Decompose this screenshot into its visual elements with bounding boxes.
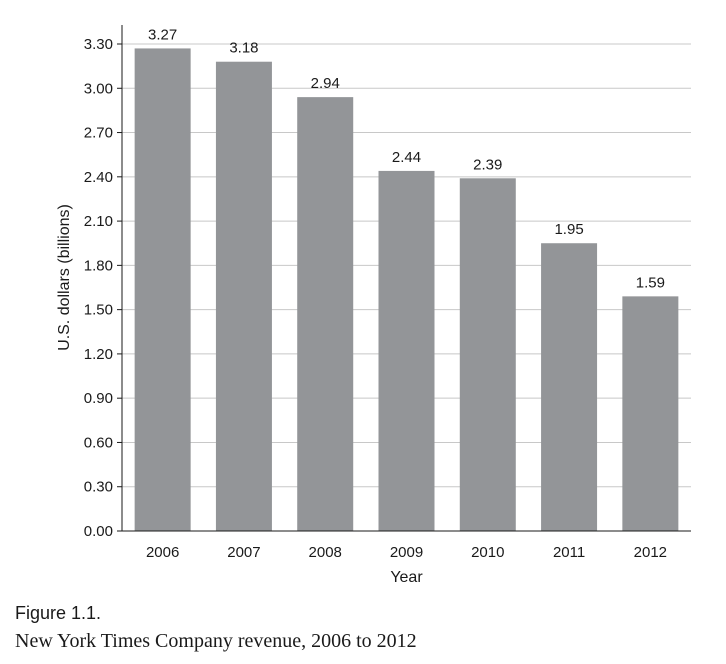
y-tick-label: 0.00 — [84, 523, 113, 540]
value-label-2012: 1.59 — [636, 274, 665, 291]
y-tick-label: 1.50 — [84, 302, 113, 319]
x-tick-label: 2011 — [553, 544, 585, 561]
value-label-2009: 2.44 — [392, 149, 421, 166]
bar-2008 — [297, 97, 354, 532]
x-tick-label: 2006 — [146, 544, 179, 561]
y-tick-label: 3.30 — [84, 36, 113, 53]
value-label-2006: 3.27 — [148, 26, 177, 43]
x-tick-label: 2008 — [309, 544, 342, 561]
bars — [134, 48, 679, 532]
y-axis-title: U.S. dollars (billions) — [56, 204, 73, 351]
bar-value-labels: 3.27 3.18 2.94 2.44 2.39 1.95 1.59 — [148, 26, 665, 291]
bar-2011 — [541, 243, 598, 531]
x-tick-label: 2009 — [390, 544, 423, 561]
y-tick-label: 2.70 — [84, 125, 113, 142]
y-tick-label: 3.00 — [84, 80, 113, 97]
value-label-2010: 2.39 — [473, 156, 502, 173]
x-tick-label: 2012 — [634, 544, 667, 561]
y-tick-label: 2.40 — [84, 169, 113, 186]
x-axis-ticks: 2006 2007 2008 2009 2010 2011 2012 — [146, 544, 667, 561]
figure-title: New York Times Company revenue, 2006 to … — [15, 630, 417, 652]
bar-2007 — [215, 61, 272, 531]
y-tick-label: 0.90 — [84, 390, 113, 407]
x-axis-title: Year — [390, 569, 423, 586]
bar-2006 — [134, 48, 191, 531]
value-label-2011: 1.95 — [554, 221, 583, 238]
value-label-2007: 3.18 — [229, 40, 258, 57]
y-tick-label: 1.20 — [84, 346, 113, 363]
y-tick-label: 2.10 — [84, 213, 113, 230]
bar-chart: 3.27 3.18 2.94 2.44 2.39 1.95 1.59 0.00 0.30 0.6… — [56, 25, 691, 586]
bar-2012 — [622, 296, 679, 531]
x-tick-label: 2007 — [227, 544, 260, 561]
y-tick-label: 0.60 — [84, 434, 113, 451]
value-label-2008: 2.94 — [311, 75, 340, 92]
y-axis-ticks: 0.00 0.30 0.60 0.90 1.20 1.50 1.80 2.10 2.40 2.70… — [84, 36, 122, 540]
bar-2010 — [459, 178, 516, 531]
y-tick-label: 0.30 — [84, 479, 113, 496]
bar-2009 — [378, 170, 435, 531]
figure-label: Figure 1.1. — [15, 603, 102, 623]
y-tick-label: 1.80 — [84, 257, 113, 274]
x-tick-label: 2010 — [471, 544, 504, 561]
